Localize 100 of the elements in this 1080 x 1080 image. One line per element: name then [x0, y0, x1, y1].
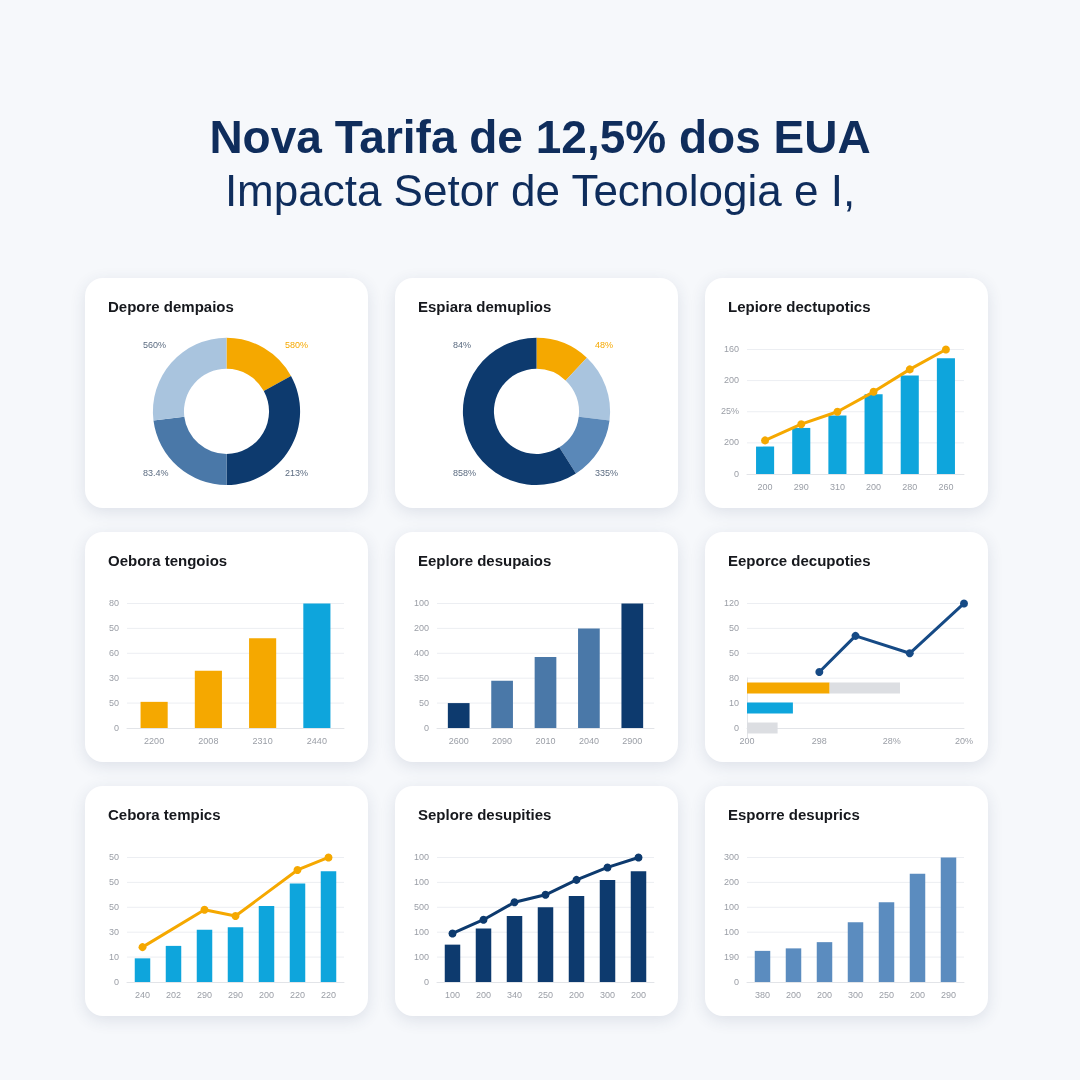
- x-tick-label: 2900: [622, 735, 643, 746]
- text: 30: [108, 926, 119, 937]
- x-tick-label: 28%: [882, 735, 901, 746]
- x-tick-label: 260: [938, 481, 954, 492]
- bar: [140, 701, 168, 728]
- bar: [940, 857, 957, 982]
- x-tick-label: 20%: [954, 735, 974, 746]
- text: 400: [413, 647, 430, 658]
- text: 0: [113, 976, 120, 987]
- x-tick-label: 2600: [448, 735, 469, 746]
- chart-title: Cebora tempics: [108, 806, 221, 823]
- point: [869, 387, 878, 396]
- text: 83.4%: [143, 467, 169, 478]
- bar: [847, 922, 864, 982]
- text: 0: [733, 468, 740, 479]
- text: 335%: [595, 467, 619, 478]
- bar: [828, 415, 847, 474]
- x-tick-label: 2040: [578, 735, 599, 746]
- x-tick-label: 2310: [252, 735, 273, 746]
- bar: [785, 948, 802, 982]
- point: [851, 631, 860, 640]
- x-tick-label: 250: [537, 989, 554, 1000]
- text: 858%: [453, 467, 477, 478]
- point: [541, 890, 550, 899]
- x-tick-label: 200: [816, 989, 833, 1000]
- bar: [816, 942, 833, 982]
- bar: [909, 873, 926, 982]
- chart-title: Eeplore desupaios: [418, 552, 552, 569]
- text: 213%: [285, 467, 309, 478]
- bar: [621, 603, 644, 728]
- bar: [475, 928, 492, 982]
- bar: [578, 628, 600, 728]
- point: [479, 915, 488, 924]
- text: Impacta Setor de Tecnologia e I,: [223, 166, 857, 216]
- text: 120: [723, 597, 740, 608]
- bar: [506, 916, 523, 982]
- x-tick-label: 310: [829, 481, 845, 492]
- x-tick-label: 250: [878, 989, 895, 1000]
- x-tick-label: 200: [568, 989, 585, 1000]
- x-tick-label: 200: [757, 481, 773, 492]
- x-tick-label: 290: [940, 989, 957, 1000]
- point: [138, 943, 147, 952]
- x-tick-label: 200: [866, 481, 882, 492]
- text: 100: [413, 597, 430, 608]
- bar: [258, 906, 275, 982]
- bar: [303, 603, 331, 728]
- x-tick-label: 2090: [492, 735, 513, 746]
- text: 0: [423, 976, 430, 987]
- bar: [754, 950, 771, 982]
- x-tick-label: 220: [320, 989, 337, 1000]
- chart-title: Lepiore dectupotics: [728, 298, 871, 315]
- bar: [599, 879, 616, 982]
- x-tick-label: 220: [289, 989, 306, 1000]
- point: [960, 599, 968, 608]
- point: [200, 905, 209, 914]
- x-tick-label: 200: [630, 989, 647, 1000]
- x-tick-label: 2200: [144, 735, 165, 746]
- bar: [747, 682, 830, 694]
- x-tick-label: 340: [506, 989, 523, 1000]
- chart-title: Eeporce decupoties: [728, 552, 871, 569]
- x-tick-label: 240: [134, 989, 151, 1000]
- text: 25%: [720, 406, 739, 417]
- bar: [227, 927, 244, 982]
- text: 10: [108, 951, 119, 962]
- text: 10: [728, 697, 739, 708]
- point: [448, 929, 457, 938]
- text: 0: [113, 722, 120, 733]
- bar: [792, 427, 811, 474]
- text: 60: [108, 647, 119, 658]
- text: 0: [733, 976, 740, 987]
- point: [603, 863, 612, 872]
- text: 100: [413, 926, 430, 937]
- point: [510, 898, 519, 907]
- x-tick-label: 300: [847, 989, 864, 1000]
- text: 350: [413, 672, 430, 683]
- x-tick-label: 380: [754, 989, 771, 1000]
- bar: [444, 944, 461, 982]
- x-tick-label: 200: [785, 989, 802, 1000]
- bar: [568, 896, 585, 982]
- x-tick-label: 200: [909, 989, 926, 1000]
- chart-title: Depore dempaios: [108, 298, 234, 315]
- x-tick-label: 2010: [535, 735, 556, 746]
- x-tick-label: 290: [227, 989, 244, 1000]
- chart-title: Seplore desupities: [418, 806, 552, 823]
- bar: [878, 902, 895, 982]
- text: 100: [413, 851, 430, 862]
- bar: [630, 871, 647, 982]
- text: 30: [108, 672, 119, 683]
- text: 50: [108, 622, 119, 633]
- bar: [196, 929, 213, 982]
- bar: [289, 883, 306, 982]
- x-tick-label: 2008: [198, 735, 219, 746]
- text: 580%: [285, 339, 309, 350]
- text: 160: [723, 343, 740, 354]
- x-tick-label: 100: [444, 989, 461, 1000]
- text: 50: [108, 901, 119, 912]
- x-tick-label: 200: [739, 735, 755, 746]
- x-tick-label: 298: [811, 735, 827, 746]
- x-tick-label: 290: [793, 481, 809, 492]
- text: 80: [108, 597, 119, 608]
